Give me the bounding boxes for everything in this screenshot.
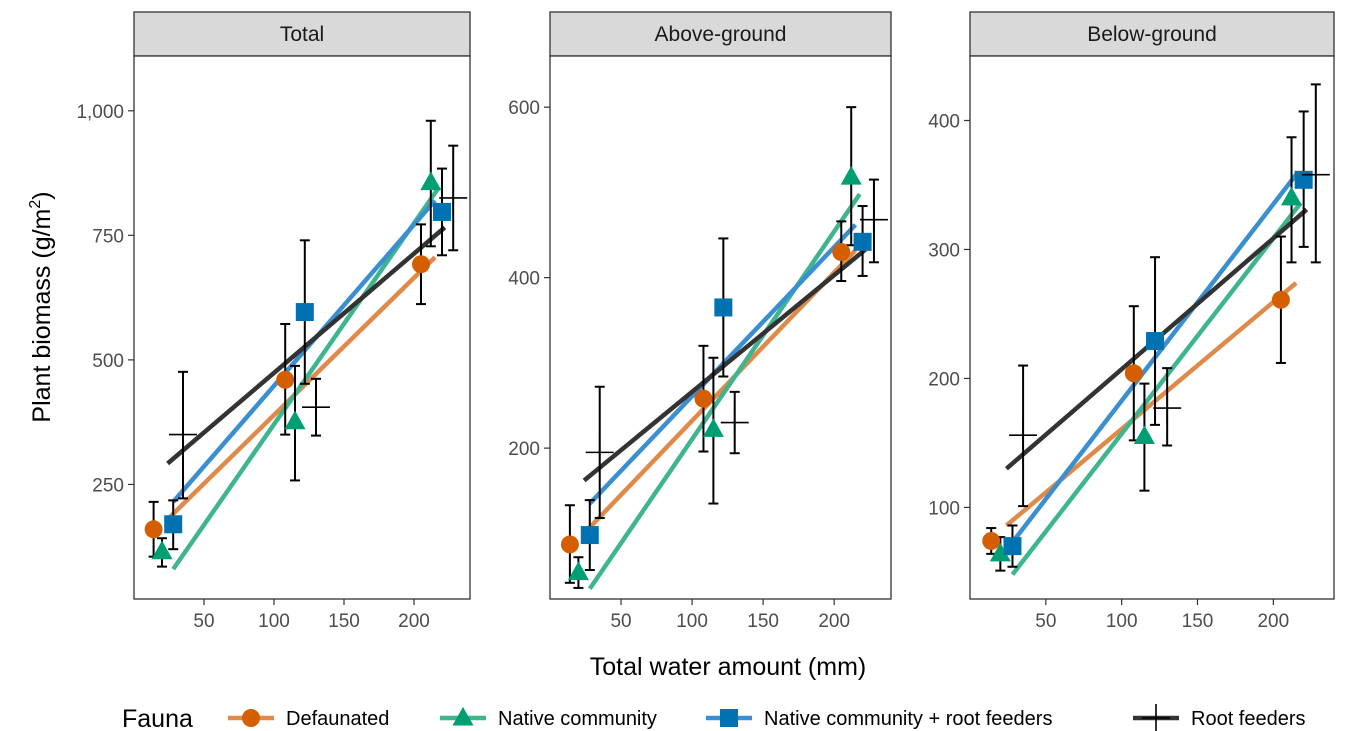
y-tick-label-total-250: 250 <box>92 475 124 496</box>
point-above-ground-native-community-root-feeders-2 <box>853 232 872 251</box>
point-total-root-feeders-2 <box>439 183 468 212</box>
y-axis-title-close: ) <box>28 191 56 199</box>
x-tick-label-below-ground-50: 50 <box>1035 611 1056 632</box>
fit-line-total-native-community <box>171 185 442 571</box>
point-below-ground-native-community-0 <box>989 542 1011 562</box>
legend-title: Fauna <box>122 705 193 731</box>
x-tick-label-below-ground-100: 100 <box>1106 611 1138 632</box>
legend-label-defaunated: Defaunated <box>286 708 389 730</box>
panel-border-total <box>133 55 471 600</box>
legend-key-marker-root-feeders <box>1142 704 1170 731</box>
point-above-ground-root-feeders-1 <box>720 408 749 437</box>
point-below-ground-native-community-root-feeders-0 <box>1003 537 1022 556</box>
point-total-native-community-1 <box>284 410 306 430</box>
point-above-ground-defaunated-2 <box>832 243 851 262</box>
x-tick-label-below-ground-150: 150 <box>1182 611 1214 632</box>
point-below-ground-root-feeders-2 <box>1301 160 1330 189</box>
legend-key-marker-defaunated <box>242 709 260 727</box>
legend-key-marker-native-community <box>452 706 474 726</box>
x-axis-title: Total water amount (mm) <box>590 653 866 681</box>
point-above-ground-native-community-1 <box>702 418 724 437</box>
point-above-ground-native-community-root-feeders-1 <box>714 298 733 317</box>
legend-label-native-community-root-feeders: Native community + root feeders <box>764 708 1052 730</box>
x-tick-label-above-ground-150: 150 <box>747 611 779 632</box>
panel-above-ground: Above-ground 200 400 600 50 100 150 200 <box>508 11 892 632</box>
y-tick-label-above-ground-400: 400 <box>508 269 540 290</box>
y-tick-label-above-ground-200: 200 <box>508 439 540 460</box>
panel-total: Total 250 500 750 1,000 50 100 150 200 <box>76 11 471 632</box>
x-tick-label-above-ground-100: 100 <box>676 611 708 632</box>
x-tick-label-below-ground-200: 200 <box>1257 611 1289 632</box>
point-below-ground-defaunated-2 <box>1271 290 1290 309</box>
y-tick-label-below-ground-400: 400 <box>928 111 960 132</box>
strip-above-ground <box>549 11 892 57</box>
panel-border-below-ground <box>969 55 1335 600</box>
point-total-defaunated-0 <box>144 520 163 539</box>
legend-label-root-feeders: Root feeders <box>1191 708 1306 730</box>
y-axis-title-main: Plant biomass (g/m <box>28 209 56 423</box>
fit-line-total-root-feeders <box>166 225 447 466</box>
fit-line-above-ground-native-community <box>587 192 862 591</box>
strip-title-above-ground: Above-ground <box>655 23 787 46</box>
strip-below-ground <box>969 11 1335 57</box>
legend-label-native-community: Native community <box>498 708 657 730</box>
point-total-root-feeders-0 <box>169 420 197 449</box>
point-total-native-community-root-feeders-1 <box>295 303 314 322</box>
x-tick-label-total-100: 100 <box>258 611 290 632</box>
x-tick-label-above-ground-50: 50 <box>610 611 631 632</box>
y-tick-label-total-1000: 1,000 <box>76 102 124 123</box>
point-total-root-feeders-1 <box>302 393 330 422</box>
point-total-native-community-root-feeders-0 <box>164 515 183 534</box>
point-below-ground-native-community-2 <box>1281 186 1303 206</box>
fit-line-below-ground-native-community <box>1010 201 1303 576</box>
y-tick-label-below-ground-100: 100 <box>928 498 960 519</box>
legend-entry-native-community: Native community <box>440 706 657 730</box>
y-tick-label-below-ground-300: 300 <box>928 240 960 261</box>
point-total-defaunated-1 <box>276 370 295 389</box>
x-tick-label-total-200: 200 <box>398 611 430 632</box>
point-below-ground-native-community-root-feeders-1 <box>1146 332 1165 351</box>
point-above-ground-native-community-root-feeders-0 <box>580 526 599 545</box>
point-below-ground-defaunated-0 <box>982 531 1001 550</box>
strip-total <box>133 11 471 57</box>
y-tick-label-below-ground-200: 200 <box>928 369 960 390</box>
point-total-defaunated-2 <box>412 255 430 274</box>
point-below-ground-native-community-root-feeders-2 <box>1294 170 1313 189</box>
fit-line-above-ground-root-feeders <box>582 247 867 483</box>
point-below-ground-native-community-1 <box>1133 425 1155 445</box>
x-tick-label-total-150: 150 <box>328 611 360 632</box>
y-tick-label-total-750: 750 <box>92 226 124 247</box>
strip-title-total: Total <box>280 23 324 46</box>
legend: Fauna Defaunated Native community Native co… <box>122 704 1306 731</box>
y-axis-title-superscript: 2 <box>27 200 44 209</box>
point-above-ground-native-community-0 <box>567 561 589 581</box>
point-total-native-community-2 <box>420 171 442 191</box>
strip-title-below-ground: Below-ground <box>1087 23 1217 46</box>
y-tick-label-above-ground-600: 600 <box>508 98 540 119</box>
point-total-native-community-0 <box>151 540 173 560</box>
x-tick-label-above-ground-200: 200 <box>818 611 850 632</box>
point-above-ground-native-community-2 <box>840 165 862 185</box>
point-above-ground-defaunated-1 <box>694 389 713 408</box>
point-total-native-community-root-feeders-2 <box>433 202 451 221</box>
y-tick-label-total-500: 500 <box>92 351 124 372</box>
point-below-ground-root-feeders-1 <box>1153 394 1182 423</box>
panel-below-ground: Below-ground 100 200 300 400 50 100 150 200 <box>928 11 1335 632</box>
x-tick-label-total-50: 50 <box>193 611 214 632</box>
legend-entry-root-feeders: Root feeders <box>1133 704 1306 731</box>
point-below-ground-root-feeders-0 <box>1009 421 1038 450</box>
point-above-ground-root-feeders-2 <box>859 205 888 234</box>
point-above-ground-root-feeders-0 <box>585 438 614 467</box>
legend-entry-native-community-root-feeders: Native community + root feeders <box>706 708 1052 730</box>
point-above-ground-defaunated-0 <box>560 535 579 554</box>
legend-key-marker-native-community-root-feeders <box>720 709 738 727</box>
y-axis-title: Plant biomass (g/m2) <box>27 191 56 422</box>
point-below-ground-defaunated-1 <box>1124 364 1143 383</box>
legend-entry-defaunated: Defaunated <box>228 708 389 730</box>
